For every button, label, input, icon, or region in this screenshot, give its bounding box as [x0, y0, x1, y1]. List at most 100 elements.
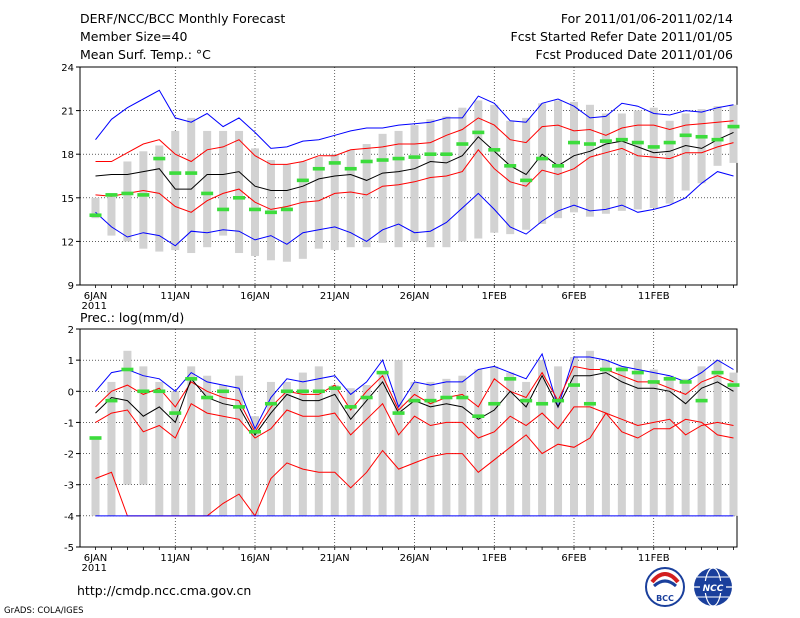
- observed-mark: [663, 377, 676, 381]
- spread-box: [107, 381, 116, 516]
- observed-mark: [233, 405, 246, 409]
- observed-mark: [536, 156, 549, 161]
- spread-box: [601, 113, 610, 214]
- series-line-p25: [95, 402, 734, 439]
- x-tick-label: 26JAN: [400, 291, 430, 302]
- source-url[interactable]: http://cmdp.ncc.cma.gov.cn: [77, 583, 251, 598]
- observed-mark: [568, 383, 580, 387]
- observed-mark: [711, 137, 724, 142]
- spread-box: [107, 193, 116, 236]
- spread-box: [570, 357, 578, 516]
- x-tick-label: 6JAN: [84, 553, 107, 564]
- observed-mark: [312, 166, 325, 171]
- spread-box: [538, 103, 547, 224]
- spread-box: [362, 144, 371, 248]
- observed-mark: [504, 377, 517, 381]
- spread-box: [585, 350, 594, 516]
- spread-box: [665, 120, 674, 204]
- y-tick-label: 1: [68, 356, 74, 367]
- x-tick-label: 6FEB: [561, 291, 586, 302]
- observed-mark: [376, 158, 389, 162]
- x-tick-label: 21JAN: [320, 553, 350, 564]
- observed-mark: [552, 164, 565, 168]
- spread-box: [203, 375, 212, 516]
- spread-box: [426, 119, 435, 248]
- spread-box: [139, 366, 148, 485]
- spread-box: [729, 372, 738, 516]
- x-tick-label: 11FEB: [638, 553, 670, 564]
- y-tick-label: -1: [64, 418, 74, 429]
- observed-mark: [679, 133, 692, 138]
- observed-mark: [105, 193, 118, 197]
- spread-box: [187, 366, 196, 516]
- spread-box: [394, 360, 403, 516]
- spread-box: [617, 113, 626, 211]
- spread-box: [585, 104, 594, 217]
- spread-box: [282, 381, 291, 516]
- spread-box: [298, 161, 307, 259]
- spread-box: [697, 366, 706, 516]
- observed-mark: [504, 164, 517, 168]
- observed-mark: [169, 171, 182, 175]
- observed-mark: [711, 370, 724, 375]
- observed-mark: [615, 137, 628, 142]
- spread-box: [155, 381, 164, 516]
- series-line-max: [95, 89, 734, 149]
- observed-mark: [89, 213, 102, 218]
- chart-title: DERF/NCC/BCC Monthly Forecast: [80, 11, 285, 26]
- observed-mark: [217, 389, 230, 394]
- observed-mark: [153, 389, 166, 394]
- observed-mark: [488, 401, 501, 406]
- observed-mark: [280, 207, 293, 212]
- observed-mark: [328, 386, 341, 390]
- y-tick-label: 12: [61, 237, 74, 248]
- spread-box: [617, 366, 626, 516]
- spread-box: [570, 101, 578, 213]
- observed-mark: [520, 398, 533, 403]
- y-tick-label: 24: [61, 63, 74, 74]
- forecast-period: For 2011/01/06-2011/02/14: [561, 11, 733, 26]
- observed-mark: [472, 414, 485, 418]
- spread-box: [442, 378, 451, 516]
- spread-box: [378, 372, 387, 516]
- spread-box: [298, 372, 307, 516]
- observed-mark: [568, 140, 580, 145]
- observed-mark: [392, 411, 405, 415]
- spread-box: [330, 154, 339, 251]
- spread-box: [362, 385, 371, 516]
- x-tick-label: 1FEB: [482, 553, 507, 564]
- observed-mark: [552, 398, 565, 403]
- spread-box: [410, 125, 419, 242]
- plot-frame: [79, 66, 738, 286]
- spread-box: [490, 366, 499, 516]
- spread-box: [91, 197, 100, 219]
- spread-box: [314, 157, 323, 249]
- precip-subtitle: Prec.: log(mm/d): [80, 310, 184, 325]
- spread-box: [649, 369, 658, 516]
- year-label: 2011: [82, 301, 107, 312]
- x-tick-label: 26JAN: [400, 553, 430, 564]
- y-tick-label: 15: [61, 194, 74, 205]
- spread-box: [633, 110, 642, 210]
- spread-box: [697, 109, 706, 184]
- series-line-p75: [95, 365, 734, 433]
- observed-mark: [424, 152, 437, 156]
- observed-mark: [328, 161, 341, 165]
- spread-box: [330, 385, 339, 516]
- spread-box: [171, 391, 180, 516]
- observed-mark: [472, 130, 485, 135]
- observed-mark: [137, 193, 150, 197]
- spread-box: [282, 164, 291, 262]
- observed-mark: [360, 395, 373, 400]
- spread-box: [426, 381, 435, 516]
- observed-mark: [280, 389, 293, 394]
- observed-mark: [599, 139, 612, 143]
- observed-mark: [424, 398, 437, 403]
- observed-mark: [296, 389, 309, 394]
- spread-box: [458, 107, 467, 242]
- observed-mark: [344, 166, 357, 171]
- spread-box: [506, 120, 515, 235]
- observed-mark: [727, 124, 740, 129]
- observed-mark: [727, 383, 740, 387]
